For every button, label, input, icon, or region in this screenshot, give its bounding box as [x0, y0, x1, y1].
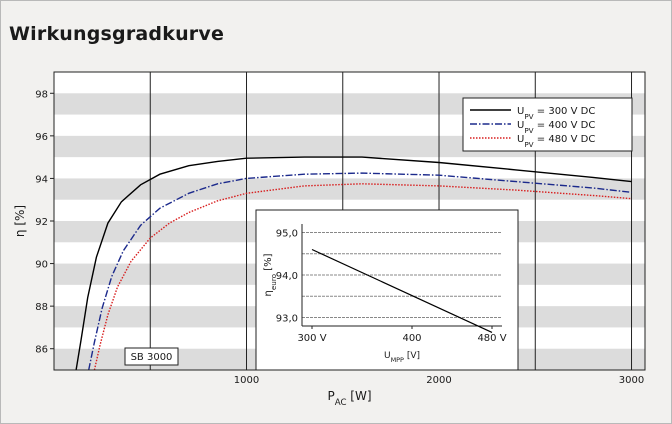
legend-box — [462, 97, 633, 152]
y-tick-label: 96 — [35, 132, 48, 143]
model-label: SB 3000 — [131, 352, 173, 363]
y-tick-label: 90 — [35, 260, 48, 271]
inset-y-axis-label: ηeuro [%] — [263, 253, 278, 296]
inset-y-tick-label: 95,0 — [276, 229, 298, 240]
series-line-3 — [93, 183, 632, 371]
inset-y-tick-label: 93,0 — [276, 314, 298, 325]
inset-x-tick-label: 300 V — [297, 333, 326, 344]
series-line-2 — [88, 172, 632, 371]
x-tick-label: 1000 — [234, 375, 259, 386]
series-line-1 — [75, 156, 632, 371]
y-tick-label: 98 — [35, 89, 48, 100]
inset-y-tick-label: 94,0 — [276, 271, 298, 282]
model-label-box — [124, 347, 179, 366]
y-axis-label: η [%] — [13, 205, 27, 237]
legend-entry-2: UPV = 400 V DC — [517, 120, 595, 135]
grid-band — [54, 178, 645, 200]
page-title: Wirkungsgradkurve — [9, 23, 225, 45]
x-axis-label: PAC [W] — [327, 389, 371, 408]
y-tick-label: 88 — [35, 302, 48, 313]
x-tick-label: 3000 — [619, 375, 644, 386]
legend-entry-3: UPV = 480 V DC — [517, 134, 595, 149]
x-tick-label: 2000 — [426, 375, 451, 386]
y-tick-label: 86 — [35, 345, 48, 356]
inset-box — [255, 209, 519, 371]
inset-series-line — [311, 248, 493, 333]
y-tick-label: 94 — [35, 174, 48, 185]
y-tick-label: 92 — [35, 217, 48, 228]
inset-x-axis-label: UMPP [V] — [384, 351, 420, 364]
inset-x-tick-label: 480 V — [477, 333, 506, 344]
inset-x-tick-label: 400 — [402, 333, 421, 344]
legend-entry-1: UPV = 300 V DC — [517, 106, 595, 121]
